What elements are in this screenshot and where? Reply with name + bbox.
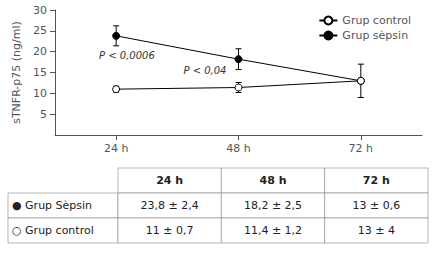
svg-text:Grup control: Grup control: [342, 14, 411, 27]
svg-text:11 ± 0,7: 11 ± 0,7: [146, 224, 194, 237]
svg-text:sTNFR-p75 (ng/ml): sTNFR-p75 (ng/ml): [10, 21, 23, 124]
svg-text:72 h: 72 h: [363, 174, 390, 187]
svg-text:48 h: 48 h: [226, 142, 250, 155]
svg-text:72 h: 72 h: [349, 142, 373, 155]
svg-text:○ Grup control: ○ Grup control: [12, 224, 94, 237]
svg-text:24 h: 24 h: [156, 174, 183, 187]
svg-text:15: 15: [33, 66, 47, 79]
svg-text:Grup sèpsin: Grup sèpsin: [342, 29, 408, 42]
svg-text:20: 20: [33, 45, 47, 58]
svg-text:10: 10: [33, 87, 47, 100]
svg-text:11,4 ± 1,2: 11,4 ± 1,2: [244, 224, 302, 237]
svg-text:18,2 ± 2,5: 18,2 ± 2,5: [244, 199, 302, 212]
svg-text:5: 5: [40, 108, 47, 121]
svg-text:13 ± 0,6: 13 ± 0,6: [352, 199, 400, 212]
svg-text:48 h: 48 h: [260, 174, 287, 187]
svg-text:23,8 ± 2,4: 23,8 ± 2,4: [141, 199, 199, 212]
svg-text:13 ± 4: 13 ± 4: [358, 224, 395, 237]
svg-text:P < 0,04: P < 0,04: [183, 65, 226, 76]
svg-text:25: 25: [33, 24, 47, 37]
svg-text:● Grup Sèpsin: ● Grup Sèpsin: [12, 199, 92, 212]
svg-text:24 h: 24 h: [104, 142, 128, 155]
svg-text:30: 30: [33, 4, 47, 17]
svg-text:P < 0,0006: P < 0,0006: [99, 50, 155, 61]
